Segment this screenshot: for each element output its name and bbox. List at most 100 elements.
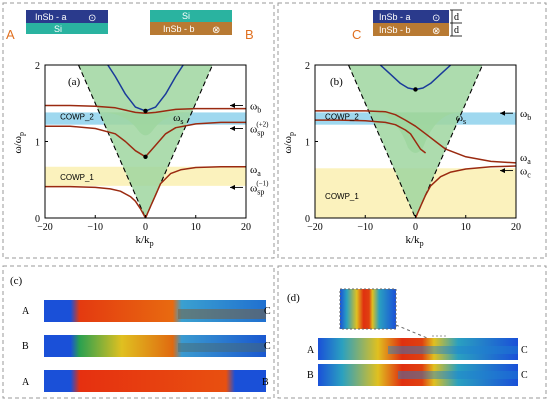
band-label: COWP_2 (60, 112, 94, 121)
arrow-head-icon (230, 125, 235, 131)
y-tick-label: 2 (35, 61, 40, 72)
field-row-label: C (264, 306, 271, 317)
letter-c: C (352, 27, 361, 42)
chart-panel-b: −20 −10 0 10 20 0 1 2 k/kp ω/ωp (b) COWP_1 COWP_2 ωs ω… (282, 61, 531, 248)
right-frequency-label: ωa (520, 152, 531, 166)
y-tick-label: 0 (305, 214, 310, 225)
y-tick-label: 2 (305, 61, 310, 72)
field-row-label: C (264, 341, 271, 352)
x-tick-label: −20 (307, 222, 323, 233)
legend-stack-a-top: InSb - a (35, 12, 67, 22)
arrow-head-icon (500, 168, 505, 174)
arrow-head-icon (500, 110, 505, 116)
out-of-plane-symbol-icon: ⊙ (432, 13, 440, 24)
panel-c-frame (2, 265, 275, 399)
band-frequency-label: ωs (173, 112, 183, 126)
into-plane-symbol-icon: ⊗ (212, 25, 220, 36)
panel-tag: (a) (68, 76, 81, 88)
right-frequency-label: ωc (520, 166, 531, 180)
field-row-label: B (262, 377, 269, 388)
dispersion-curve-1 (414, 165, 516, 218)
right-frequency-label: ωb (520, 108, 531, 122)
x-axis-label: k/kp (136, 234, 154, 248)
legend-stack-b: Si InSb - b ⊗ (150, 10, 232, 36)
x-axis-label: k/kp (406, 234, 424, 248)
y-tick-label: 1 (305, 138, 310, 149)
field-row-label: A (307, 345, 315, 356)
right-frequency-label: ωsp(+2) (250, 120, 269, 137)
dispersion-curve-3 (315, 119, 427, 154)
x-tick-label: −10 (357, 222, 373, 233)
field-row-label: B (22, 341, 29, 352)
field-panel-c: (c) A C B C A B (10, 275, 271, 392)
x-tick-label: 0 (143, 222, 148, 233)
zoom-inset (339, 288, 397, 330)
y-tick-label: 1 (35, 138, 40, 149)
field-row-c2: B C (22, 335, 271, 357)
band-label: COWP_1 (60, 173, 94, 182)
light-cone-region (78, 65, 213, 218)
field-row-c1: A C (22, 300, 271, 322)
y-axis-label: ω/ωp (12, 132, 26, 154)
x-tick-label: 10 (191, 222, 201, 233)
field-row-label: B (307, 370, 314, 381)
x-tick-label: 10 (461, 222, 471, 233)
field-row-label: C (521, 370, 528, 381)
letter-a: A (6, 27, 15, 42)
dispersion-curve-2 (315, 110, 516, 164)
out-of-plane-symbol-icon: ⊙ (88, 13, 96, 24)
plot-area (315, 65, 516, 218)
legend-stack-b-bottom: InSb - b (163, 24, 195, 34)
thickness-label: d (454, 25, 459, 36)
right-frequency-label: ωsp(−1) (250, 179, 269, 196)
zoom-connector (395, 324, 433, 341)
thickness-label: d (454, 12, 459, 23)
band-label: COWP_1 (325, 192, 359, 201)
dispersion-curve-1 (45, 165, 246, 218)
into-plane-symbol-icon: ⊗ (432, 26, 440, 37)
panel-tag: (b) (330, 76, 343, 88)
right-frequency-label: ωa (250, 164, 261, 178)
x-tick-label: −10 (87, 222, 103, 233)
dispersion-curve-3 (45, 104, 246, 114)
band-frequency-label: ωs (456, 112, 466, 126)
arrow-head-icon (230, 184, 235, 190)
right-frequency-label: ωb (250, 101, 261, 115)
field-row-label: C (521, 345, 528, 356)
plot-area (45, 65, 246, 218)
band-label: COWP_2 (325, 112, 359, 121)
light-line-left (347, 65, 417, 218)
panel-d-frame (277, 265, 547, 399)
x-tick-label: 20 (511, 222, 521, 233)
legend-stack-b-top: Si (182, 11, 190, 21)
legend-stack-a: InSb - a ⊙ Si (26, 10, 108, 34)
cone-bulge (370, 112, 461, 153)
field-row-d2: B C (307, 364, 528, 386)
legend-stack-c-bottom: InSb - b (379, 25, 411, 35)
x-tick-label: 20 (241, 222, 251, 233)
band-edge-point (143, 108, 148, 114)
legend-stack-a-bottom: Si (54, 24, 62, 34)
band-edge-point (413, 87, 418, 92)
legend-stack-c: InSb - a ⊙ InSb - b ⊗ d d (373, 9, 462, 37)
field-row-d1: A C (307, 338, 528, 360)
x-tick-label: −20 (37, 222, 53, 233)
band-edge-point (143, 154, 148, 159)
legend-stack-c-top: InSb - a (379, 12, 411, 22)
field-row-label: A (22, 306, 30, 317)
light-line-left (77, 65, 147, 218)
panel-c-label: (c) (10, 275, 23, 287)
panel-a-frame (2, 2, 275, 259)
y-tick-label: 0 (35, 214, 40, 225)
x-tick-label: 0 (413, 222, 418, 233)
field-panel-d: (d) A C B C (287, 288, 528, 386)
panel-d-label: (d) (287, 292, 300, 304)
panel-b-frame (277, 2, 547, 259)
field-row-label: A (22, 377, 30, 388)
field-row-c3: A B (22, 370, 269, 392)
chart-panel-a: −20 −10 0 10 20 0 1 2 k/kp ω/ωp (a) COWP_1 COWP_2 ωs ω… (12, 61, 269, 248)
y-axis-label: ω/ωp (282, 132, 296, 154)
arrow-head-icon (230, 103, 235, 109)
letter-b: B (245, 27, 254, 42)
